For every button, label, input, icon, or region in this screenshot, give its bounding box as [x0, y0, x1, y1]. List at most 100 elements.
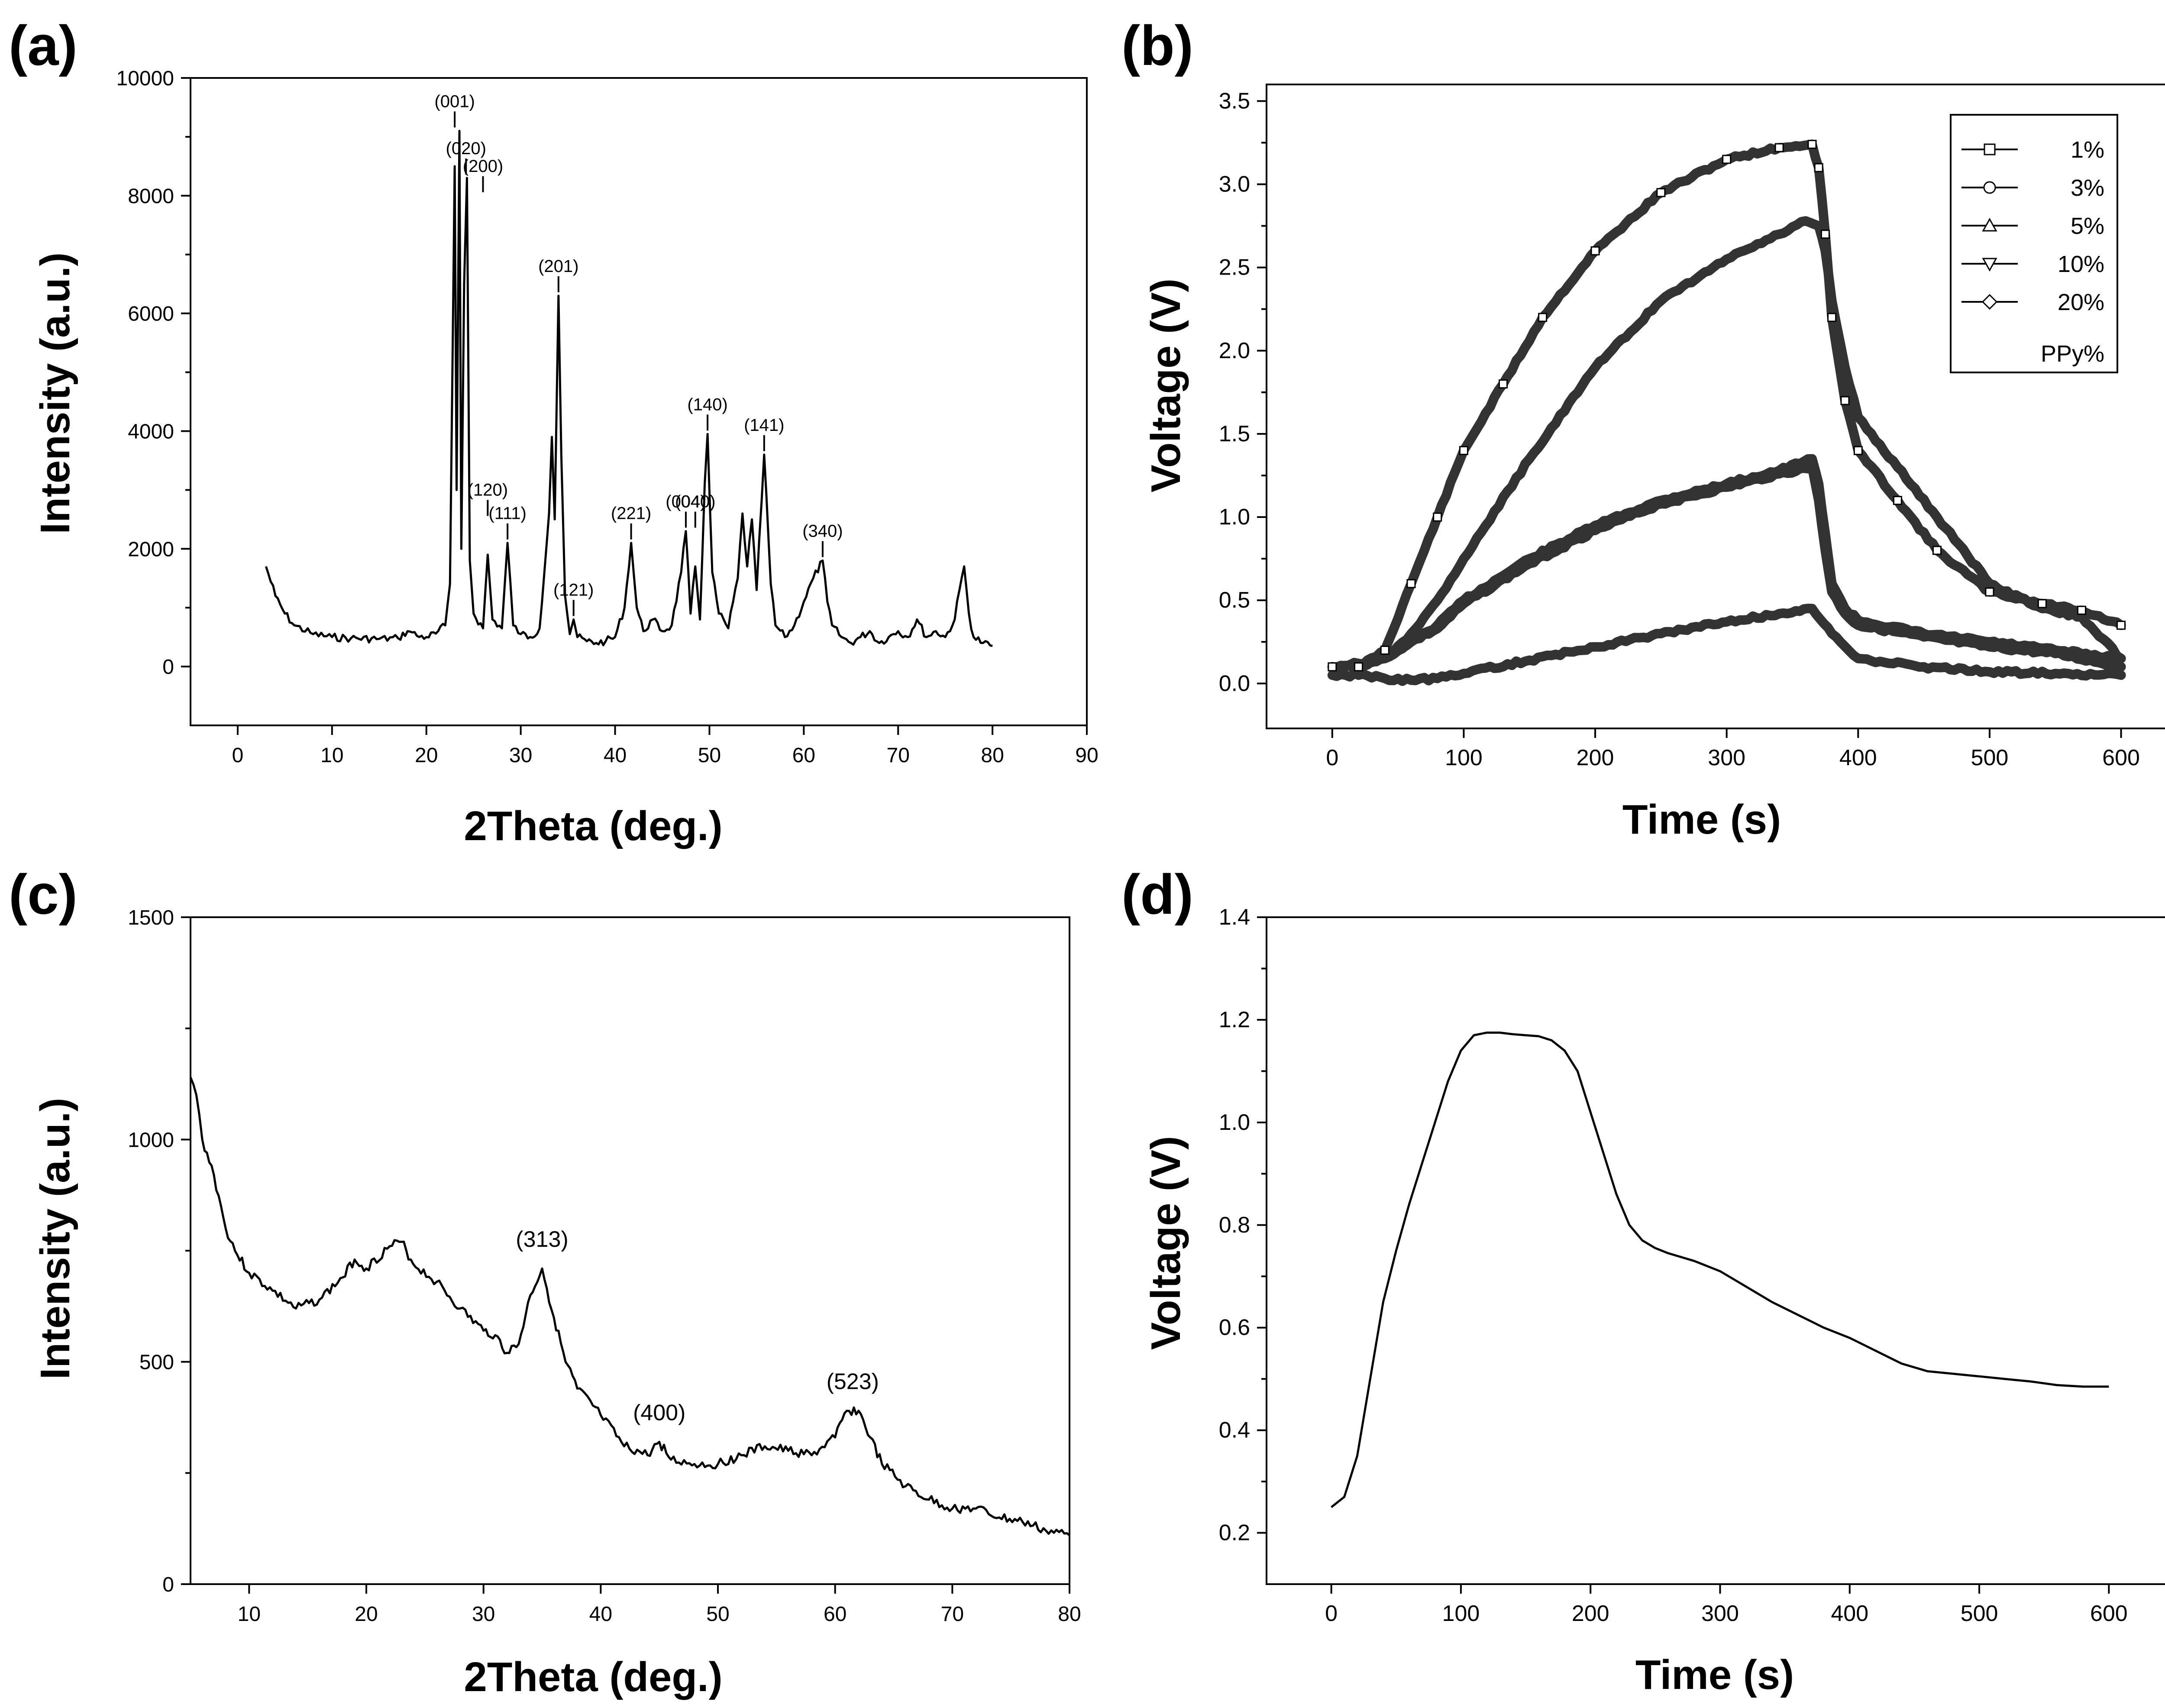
- x-tick-label: 40: [589, 1603, 612, 1626]
- marker-square: [1985, 587, 1994, 597]
- marker-square: [1656, 188, 1666, 197]
- marker-square: [1853, 446, 1863, 455]
- x-tick-label: 200: [1572, 1601, 1609, 1626]
- y-tick-label: 1.5: [1219, 421, 1250, 446]
- y-tick-label: 1000: [128, 1129, 174, 1152]
- x-tick-label: 300: [1701, 1601, 1739, 1626]
- marker-square: [1827, 313, 1837, 322]
- marker-square: [1538, 313, 1548, 322]
- peak-label: (120): [468, 480, 508, 499]
- panel-c-xlabel: 2Theta (deg.): [464, 1654, 722, 1700]
- panel-d-ylabel: Voltage (V): [1143, 1136, 1189, 1350]
- legend-label: 1%: [2071, 137, 2104, 163]
- y-tick-label: 2.0: [1219, 338, 1250, 363]
- y-tick-label: 6000: [128, 303, 174, 326]
- marker-square: [1380, 645, 1389, 655]
- peak-label: (313): [516, 1227, 568, 1252]
- x-tick-label: 70: [887, 744, 910, 767]
- x-tick-label: 40: [604, 744, 627, 767]
- panel-label-d: (d): [1121, 863, 1193, 926]
- y-tick-label: 1.0: [1219, 505, 1250, 530]
- peak-label: (004): [666, 492, 706, 511]
- x-tick-label: 400: [1831, 1601, 1868, 1626]
- xrd-curve: [265, 129, 993, 647]
- marker-square: [2117, 621, 2126, 630]
- marker-square: [1499, 379, 1508, 389]
- y-tick-label: 1.4: [1219, 905, 1250, 930]
- marker-square: [1722, 155, 1732, 164]
- y-tick-label: 3.0: [1219, 172, 1250, 197]
- voltage-curve: [1331, 1032, 2109, 1508]
- y-tick-label: 1.0: [1219, 1110, 1250, 1135]
- y-tick-label: 0: [162, 1573, 174, 1596]
- y-tick-label: 500: [139, 1351, 174, 1374]
- y-tick-label: 2000: [128, 538, 174, 561]
- x-tick-label: 60: [792, 744, 815, 767]
- x-tick-label: 300: [1708, 745, 1745, 770]
- marker-square: [1840, 396, 1850, 405]
- panel-a-xlabel: 2Theta (deg.): [464, 803, 722, 849]
- panel-c-ylabel: Intensity (a.u.): [32, 1098, 78, 1380]
- marker-square: [1807, 139, 1817, 149]
- peak-label: (121): [553, 580, 594, 599]
- y-tick-label: 0: [162, 656, 174, 679]
- panel-label-c: (c): [9, 863, 78, 926]
- marker-square: [1328, 662, 1337, 672]
- y-tick-label: 2.5: [1219, 255, 1250, 280]
- panel-label-b: (b): [1121, 14, 1193, 77]
- x-tick-label: 90: [1075, 744, 1098, 767]
- panel-b-ylabel: Voltage (V): [1143, 278, 1189, 492]
- x-tick-label: 80: [981, 744, 1004, 767]
- x-tick-label: 50: [698, 744, 721, 767]
- y-tick-label: 10000: [116, 67, 174, 90]
- peak-label: (340): [802, 521, 843, 540]
- series-band-3%: [1327, 216, 2126, 673]
- panel-a-ylabel: Intensity (a.u.): [32, 252, 78, 534]
- marker-square: [1774, 143, 1784, 152]
- peak-label: (221): [611, 504, 651, 523]
- y-tick-label: 0.4: [1219, 1418, 1250, 1443]
- x-tick-label: 10: [320, 744, 343, 767]
- plot-frame: [190, 77, 1088, 726]
- x-tick-label: 500: [1961, 1601, 1998, 1626]
- peak-label: (141): [744, 416, 784, 435]
- x-tick-label: 80: [1058, 1603, 1081, 1626]
- y-tick-label: 0.5: [1219, 588, 1250, 613]
- y-tick-label: 4000: [128, 420, 174, 443]
- x-tick-label: 0: [1326, 745, 1338, 770]
- x-tick-label: 20: [415, 744, 438, 767]
- y-tick-label: 0.2: [1219, 1520, 1250, 1546]
- x-tick-label: 50: [706, 1603, 729, 1626]
- x-tick-label: 600: [2090, 1601, 2128, 1626]
- marker-square: [1893, 496, 1902, 505]
- y-tick-label: 0.6: [1219, 1315, 1250, 1340]
- panel-a-plot: 0 10 20 30 40 50 60 70 80 90 0 2000 4000 6000 8000 1000…: [116, 67, 1099, 767]
- x-tick-label: 10: [238, 1603, 261, 1626]
- legend-marker-triangle-down: [1982, 258, 1997, 272]
- y-tick-label: 3.5: [1219, 88, 1250, 113]
- legend-marker-triangle-up: [1982, 217, 1997, 232]
- legend-label: 3%: [2071, 175, 2104, 201]
- x-tick-label: 500: [1971, 745, 2009, 770]
- marker-square: [1814, 163, 1823, 172]
- peak-label: (400): [633, 1400, 685, 1425]
- y-tick-label: 0.8: [1219, 1213, 1250, 1238]
- panel-d-plot: 0 100 200 300 400 500 600 0.2 0.4 0.6 0.8 1.0 1.2 1.4: [1219, 905, 2165, 1626]
- marker-square: [1433, 512, 1442, 522]
- y-tick-label: 8000: [128, 185, 174, 208]
- x-tick-label: 0: [1325, 1601, 1338, 1626]
- legend-marker-square: [1984, 143, 1996, 155]
- x-tick-label: 100: [1442, 1601, 1480, 1626]
- peak-label: (523): [827, 1369, 879, 1394]
- x-tick-label: 400: [1839, 745, 1877, 770]
- legend-marker-diamond: [1981, 294, 1998, 310]
- x-tick-label: 30: [472, 1603, 495, 1626]
- marker-square: [1354, 662, 1364, 672]
- peak-label: (001): [434, 92, 475, 111]
- x-tick-label: 60: [824, 1603, 847, 1626]
- y-tick-label: 0.0: [1219, 671, 1250, 696]
- marker-square: [1932, 546, 1942, 555]
- peak-label: (201): [538, 257, 578, 276]
- x-tick-label: 20: [355, 1603, 378, 1626]
- marker-square: [1459, 446, 1468, 455]
